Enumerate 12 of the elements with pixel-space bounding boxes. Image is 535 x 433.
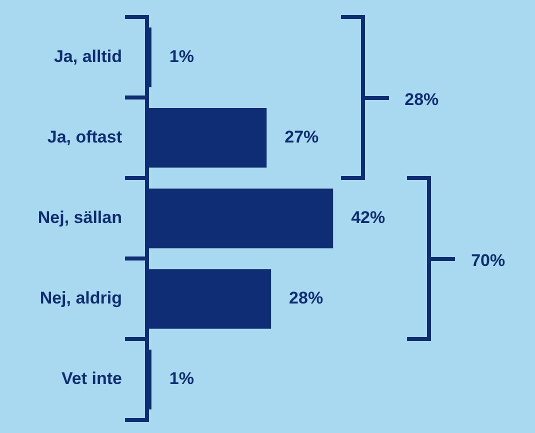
y-tick-label: Nej, aldrig <box>40 288 122 308</box>
data-label: 42% <box>351 208 386 228</box>
data-label: 1% <box>169 46 194 66</box>
y-tick-label: Ja, oftast <box>47 128 122 147</box>
y-tick-label: Ja, alltid <box>54 46 122 66</box>
y-tick-label: Vet inte <box>62 369 122 388</box>
text: 70% <box>471 250 506 271</box>
data-label: 27% <box>284 128 319 147</box>
data-label: 28% <box>289 288 324 308</box>
y-tick-label: Nej, sällan <box>38 208 122 228</box>
text: 28% <box>404 90 439 110</box>
data-label: 1% <box>169 369 194 388</box>
